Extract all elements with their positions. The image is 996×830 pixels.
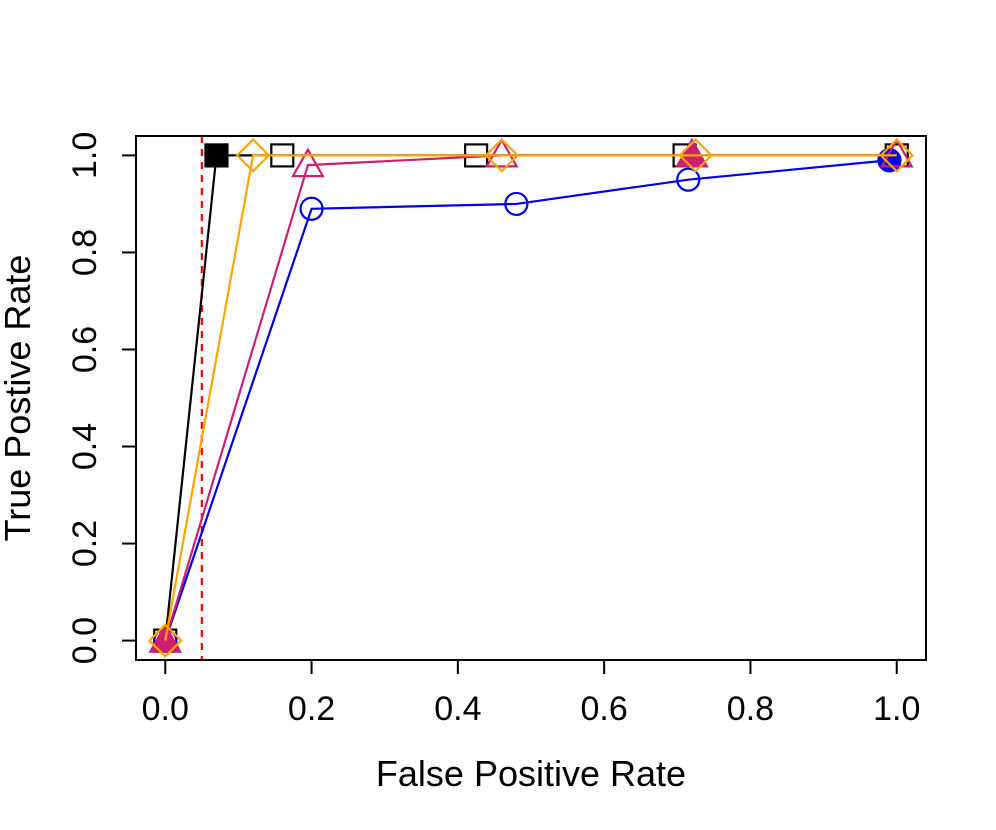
y-tick-label: 0.4 — [66, 423, 104, 470]
y-axis: 0.0 0.2 0.4 0.6 0.8 1.0 — [66, 132, 137, 664]
data-point-diamond — [484, 138, 520, 173]
series-group — [147, 137, 915, 658]
x-tick-label: 0.6 — [581, 690, 628, 728]
y-tick-label: 0.0 — [66, 617, 104, 664]
data-point-triangle — [291, 147, 325, 178]
y-tick-label: 0.6 — [66, 326, 104, 373]
y-tick-label: 0.2 — [66, 520, 104, 567]
data-point-circle — [504, 191, 529, 217]
series-line-blue-circles — [164, 159, 890, 641]
data-point-triangle — [879, 137, 914, 168]
data-point-circle — [676, 167, 701, 192]
y-tick-label: 0.8 — [66, 229, 104, 276]
x-tick-label: 0.0 — [142, 690, 189, 728]
y-axis-title: True Postive Rate — [0, 255, 38, 542]
data-point-diamond — [678, 138, 713, 173]
x-tick-label: 0.2 — [288, 690, 335, 728]
data-point-diamond — [147, 623, 183, 658]
data-point-diamond — [879, 138, 915, 173]
x-axis-title: False Positive Rate — [376, 753, 686, 794]
series-line-orange-diamonds — [164, 154, 897, 641]
x-tick-label: 0.4 — [434, 690, 481, 728]
x-tick-label: 1.0 — [873, 690, 920, 728]
x-axis: 0.0 0.2 0.4 0.6 0.8 1.0 — [142, 659, 920, 728]
x-tick-label: 0.8 — [727, 690, 774, 728]
data-point-triangle — [484, 137, 519, 168]
y-tick-label: 1.0 — [66, 132, 104, 179]
data-point-circle — [299, 196, 324, 221]
series-orange-diamonds — [147, 138, 915, 658]
data-point-diamond — [235, 138, 271, 173]
data-point-square — [204, 143, 229, 168]
